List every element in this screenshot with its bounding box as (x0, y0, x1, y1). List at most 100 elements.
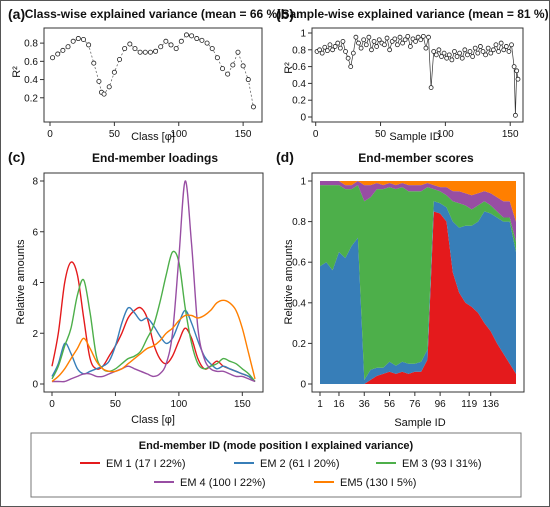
panel-b-point (322, 44, 328, 50)
panel-b-point (376, 37, 382, 43)
panel-b-ytick-label: 0.2 (292, 96, 306, 107)
legend-label-em2: EM 2 (61 I 20%) (260, 458, 339, 470)
panel-b-point (483, 52, 488, 58)
panel-c-ytick-label: 2 (32, 329, 38, 340)
panel-b-point (431, 49, 437, 54)
panel-b-point (405, 33, 411, 39)
legend-label-em4: EM 4 (100 I 22%) (180, 477, 266, 489)
panel-d-ytick-label: 1 (300, 177, 306, 188)
panel-d-xtick-label: 96 (435, 399, 447, 410)
panel-b-point (475, 50, 481, 56)
panel-b-point (420, 33, 426, 39)
panel-c-xtick-label: 50 (110, 399, 122, 410)
panel-b-frame (311, 27, 524, 123)
panel-a-ytick-label: 0.4 (24, 75, 38, 86)
panel-b-point (428, 85, 434, 90)
panel-a-point (91, 60, 97, 66)
panel-b-point (511, 64, 517, 69)
panel-b-point (384, 35, 390, 41)
panel-c-xtick-label: 0 (49, 399, 55, 410)
panel-a-point (209, 46, 215, 52)
legend: End-member ID (mode position I explained… (30, 432, 522, 498)
panel-d-ytick-label: 0.2 (292, 339, 306, 350)
panel-c-xlabel: Class [φ] (131, 414, 175, 426)
panel-c-ytick-label: 0 (32, 380, 38, 391)
panel-b-point (480, 49, 486, 54)
panel-d-ytick-label: 0.8 (292, 217, 306, 228)
panel-b-point (470, 54, 476, 59)
panel-b-point (503, 44, 509, 49)
panel-b-xtick-label: 50 (375, 129, 387, 140)
panel-a-point (163, 38, 169, 44)
panel-a-frame (43, 27, 263, 123)
panel-d-ytick-label: 0.4 (292, 298, 306, 309)
panel-d-xtick-label: 56 (384, 399, 396, 410)
panel-a-point (96, 78, 102, 84)
panel-b-ytick-label: 0.6 (292, 62, 306, 73)
panel-c-series-line-em3 (51, 250, 256, 382)
panel-b-tag: (b) (276, 6, 294, 22)
panel-c-xtick-label: 150 (234, 399, 251, 410)
panel-b-point (413, 39, 418, 44)
panel-c-xtick-label: 100 (171, 399, 188, 410)
panel-a-point (168, 42, 174, 48)
panel-b-point (446, 52, 452, 58)
panel-b-point (363, 42, 369, 48)
panel-a-point (199, 37, 205, 43)
panel-d-ytick-label: 0 (300, 380, 306, 391)
panel-a-point (158, 44, 164, 50)
panel-b-point (343, 49, 348, 54)
panel-b-point (490, 47, 496, 53)
legend-box (30, 432, 522, 498)
panel-b-point (444, 55, 450, 61)
panel-b-point (467, 49, 473, 54)
panel-a-title: Class-wise explained variance (mean = 66… (25, 7, 281, 21)
panel-d-area-em1 (320, 211, 516, 384)
panel-b-xlabel: Sample ID (389, 131, 440, 143)
panel-d-xlabel: Sample ID (394, 417, 445, 429)
panel-a-point (225, 71, 231, 77)
panel-a-point (101, 91, 107, 97)
panel-a-ylabel: R² (11, 66, 23, 78)
panel-b-point (418, 37, 424, 43)
panel-b-point (387, 47, 393, 53)
panel-a-point (153, 48, 159, 54)
panel-d-title: End-member scores (358, 151, 474, 165)
panel-b-point (488, 50, 494, 56)
panel-b-point (441, 50, 447, 56)
panel-b-title: Sample-wise explained variance (mean = 8… (281, 7, 548, 21)
panel-c-ytick-label: 8 (32, 177, 38, 188)
panel-a-point (117, 57, 123, 63)
panel-a-xlabel: Class [φ] (131, 131, 175, 143)
panel-a-point (250, 104, 256, 110)
panel-b-point (513, 112, 518, 118)
panel-b-point (369, 47, 374, 53)
panel-b-point (496, 49, 501, 54)
panel-a-xtick-label: 100 (170, 129, 187, 140)
panel-a-point (70, 38, 76, 44)
panel-b-point (392, 36, 398, 42)
panel-a-tag: (a) (8, 6, 25, 22)
panel-a-point (122, 46, 128, 52)
panel-a-point (194, 36, 200, 42)
panel-a-point (60, 47, 66, 53)
panel-b-point (394, 42, 400, 48)
panel-c-series-line-em4 (52, 180, 256, 383)
panel-b-point (330, 47, 335, 53)
panel-a-point (220, 66, 226, 72)
panel-a-point (230, 62, 236, 68)
panel-b-point (382, 42, 387, 48)
panel-c-ylabel: Relative amounts (15, 239, 27, 324)
panel-a-ytick-label: 0.8 (24, 39, 38, 50)
panel-d-ytick-label: 0.6 (292, 258, 306, 269)
panel-b-plot: 0 50 100 150 0 0.2 0.4 0.6 0.8 1 (292, 27, 524, 140)
panel-b-point (345, 55, 351, 61)
panel-b-point (335, 40, 341, 46)
panel-b-point (514, 68, 520, 74)
panel-b-xtick-label: 150 (502, 129, 519, 140)
panel-a-point (50, 55, 56, 61)
panel-a-plot: 0 50 100 150 0.2 0.4 0.6 0.8 (24, 27, 263, 140)
panel-a-point (183, 32, 189, 38)
panel-b-point (433, 52, 439, 58)
